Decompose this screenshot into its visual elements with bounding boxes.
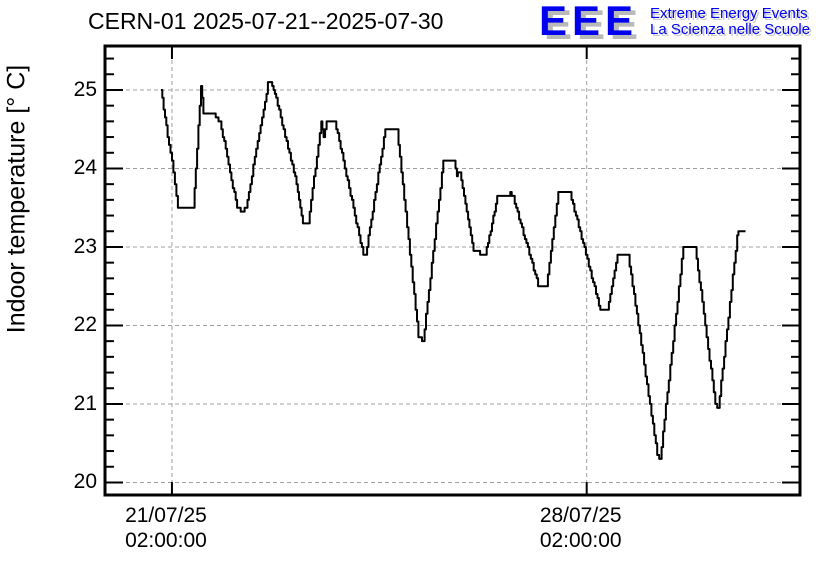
x-tick-label-0: 21/07/25 02:00:00 [125,504,207,552]
logo-tagline-2: La Scienza nelle Scuole [650,21,811,38]
y-tick-label-21: 21 [73,391,97,415]
series-line-indoor-temperature [160,81,746,460]
eee-logo: EEE [539,0,639,44]
plot-frame [103,44,802,497]
chart-title: CERN-01 2025-07-21--2025-07-30 [88,8,444,34]
y-tick-label-20: 20 [73,470,97,494]
y-tick-label-23: 23 [73,234,97,258]
y-tick-label-24: 24 [73,156,97,180]
x-tick-label-7: 28/07/25 02:00:00 [539,504,622,552]
logo-tagline-1: Extreme Energy Events [650,5,808,22]
y-tick-label-22: 22 [73,313,97,337]
y-tick-label-25: 25 [73,77,97,101]
